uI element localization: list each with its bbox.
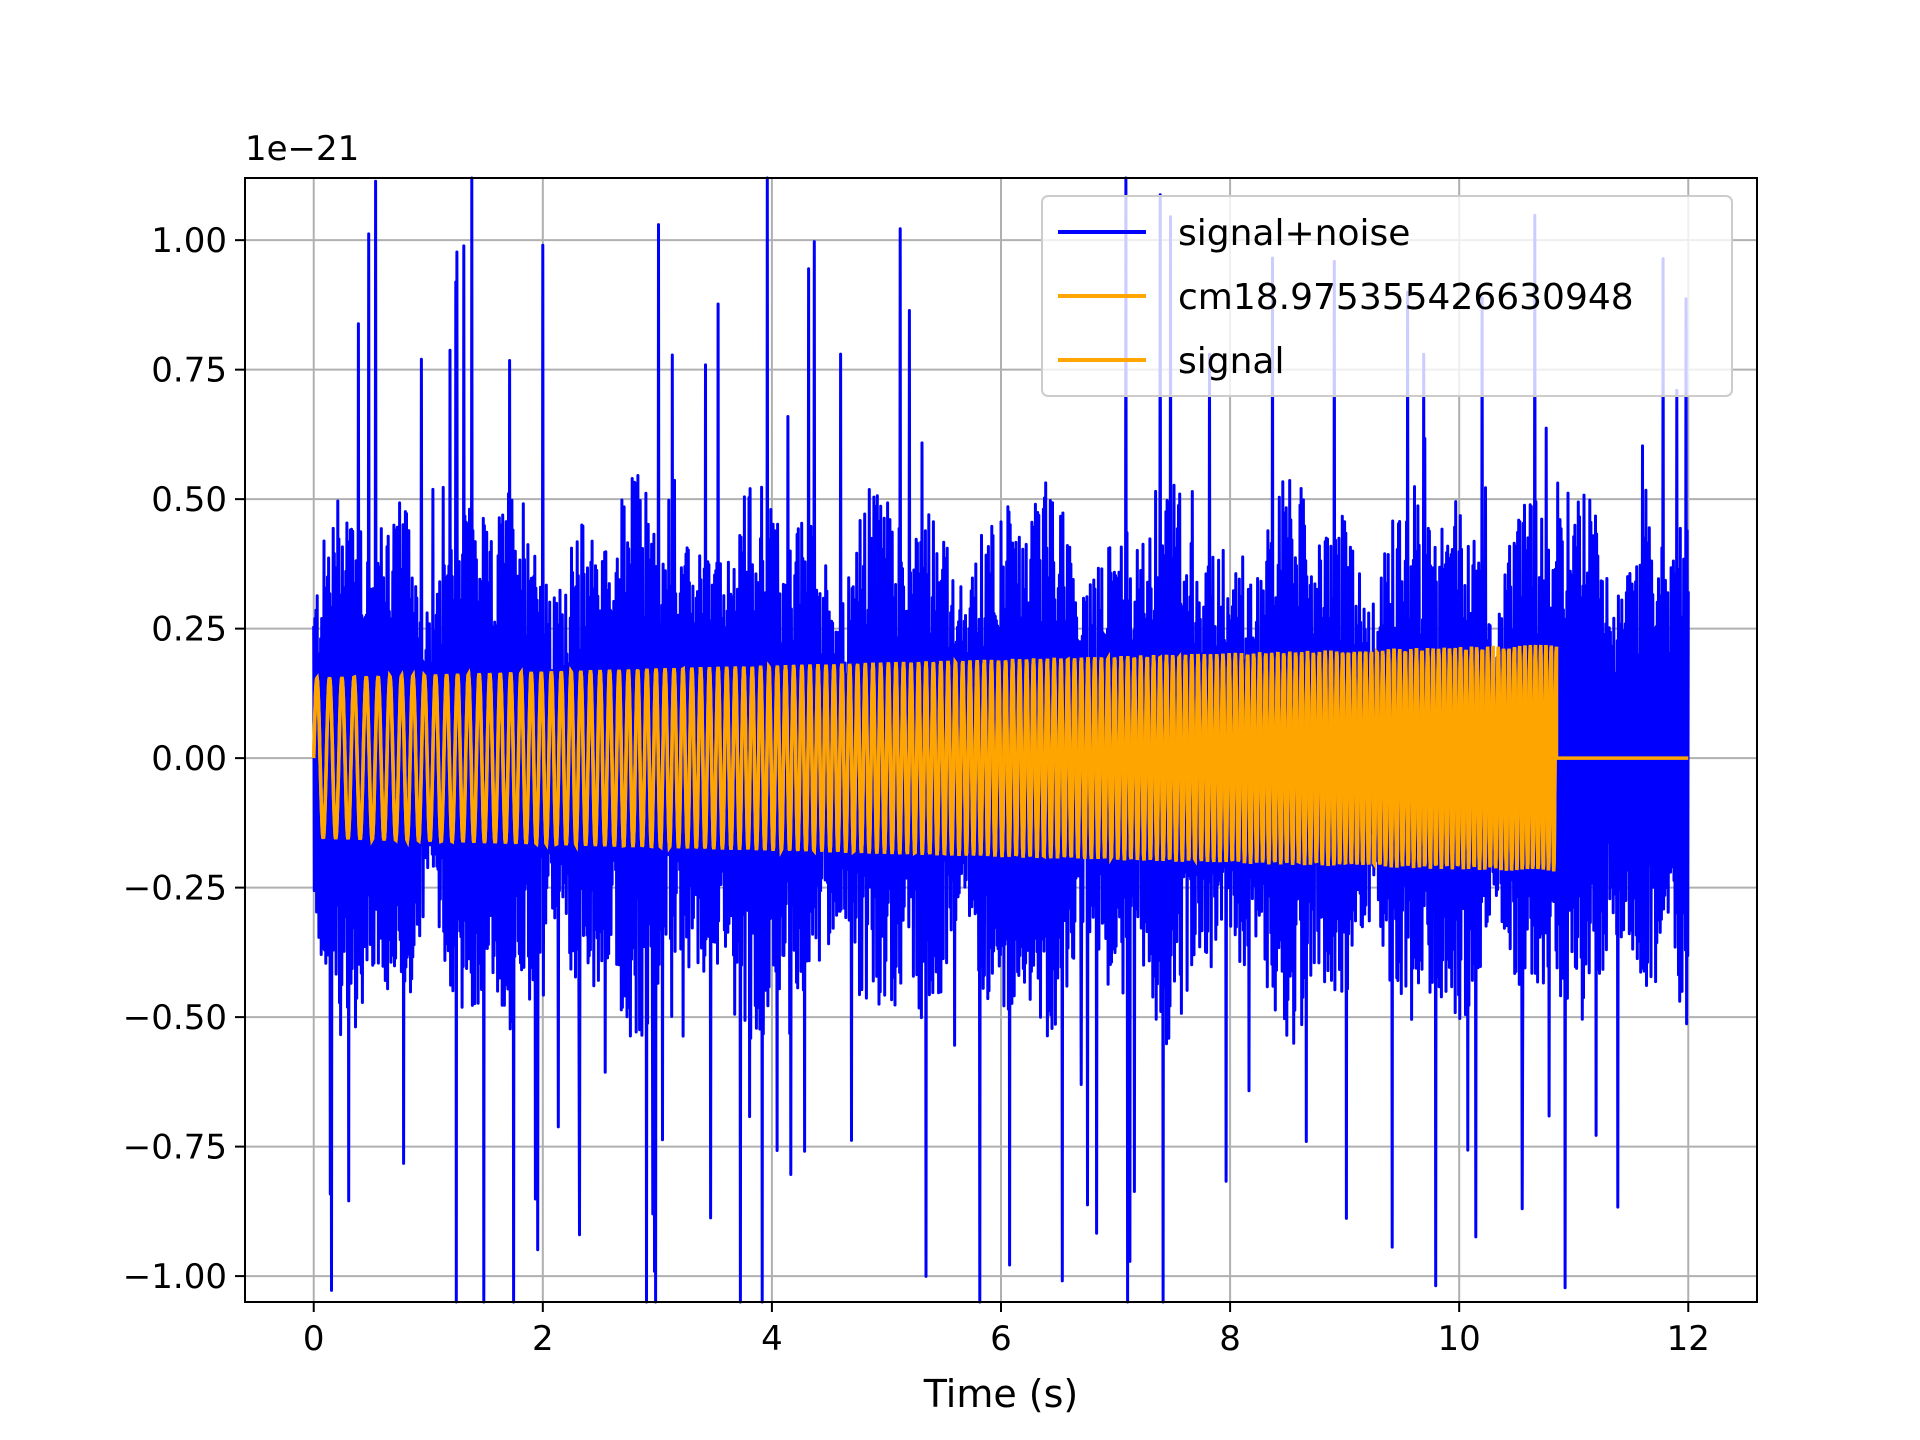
y-axis: 1.00 0.75 0.50 0.25 0.00 −0.25 −0.50 −0.75 −1.00 <box>123 221 245 1297</box>
y-tick-label: −0.75 <box>123 1128 227 1168</box>
y-tick-label: 0.50 <box>151 480 227 520</box>
legend-box <box>1041 195 1733 397</box>
x-tick-label: 6 <box>990 1319 1012 1359</box>
y-tick-label: 1.00 <box>151 221 227 261</box>
legend-label: cm18.975355426630948 <box>1178 277 1634 318</box>
series-signal-line <box>311 644 1689 872</box>
legend-label: signal+noise <box>1178 213 1410 254</box>
y-offset-label: 1e−21 <box>245 129 359 169</box>
y-tick-label: 0.00 <box>151 739 227 779</box>
legend-label: signal <box>1178 341 1285 382</box>
y-tick-label: 0.75 <box>151 351 227 391</box>
legend: signal+noise cm18.975355426630948 signal <box>1041 195 1733 397</box>
x-tick-label: 4 <box>761 1319 783 1359</box>
y-tick-label: −0.50 <box>123 998 227 1038</box>
x-tick-label: 10 <box>1438 1319 1481 1359</box>
x-axis-label: Time (s) <box>923 1372 1079 1416</box>
y-tick-label: 0.25 <box>151 610 227 650</box>
x-tick-label: 2 <box>532 1319 554 1359</box>
y-tick-label: −1.00 <box>123 1257 227 1297</box>
x-axis: 0 2 4 6 8 10 12 <box>303 1302 1710 1359</box>
x-tick-label: 8 <box>1219 1319 1241 1359</box>
plot-area <box>311 176 1690 1304</box>
series-signal-noise-line <box>312 176 1690 1304</box>
y-tick-label: −0.25 <box>123 869 227 909</box>
x-tick-label: 0 <box>303 1319 325 1359</box>
x-tick-label: 12 <box>1667 1319 1710 1359</box>
